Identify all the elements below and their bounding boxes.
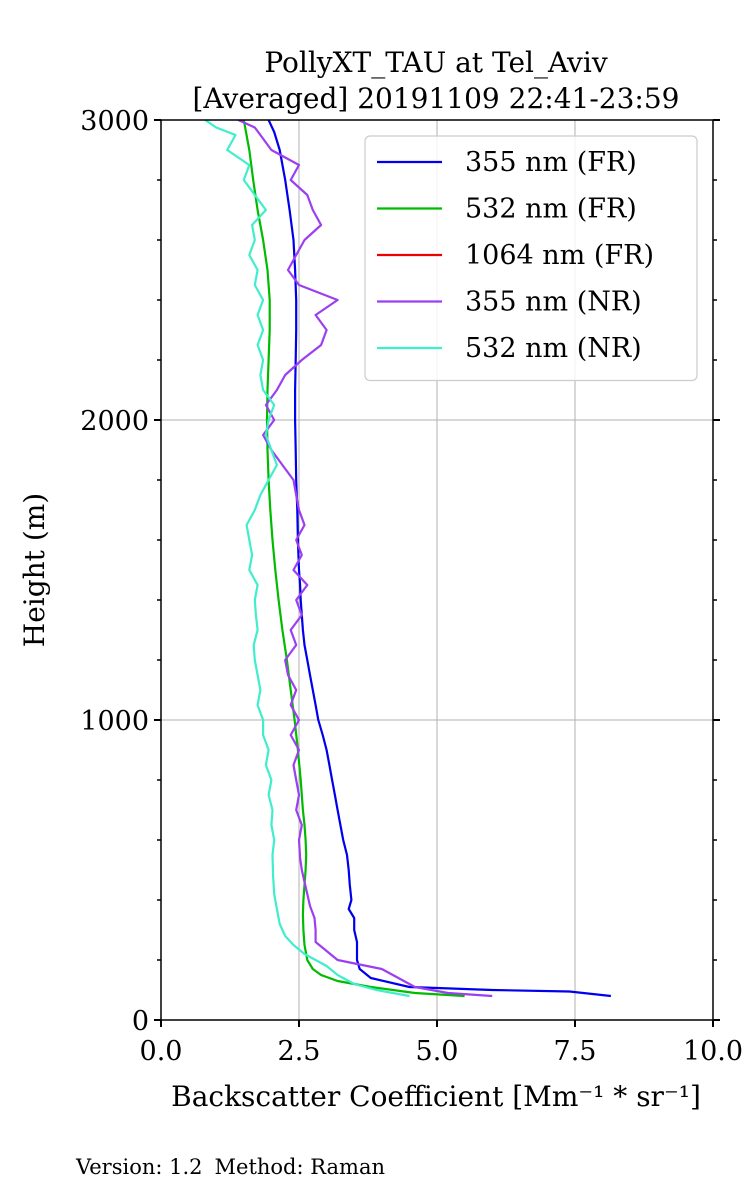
legend: 355 nm (FR) 532 nm (FR) 1064 nm (FR) 355 nm… <box>364 135 698 382</box>
backscatter-chart: PollyXT_TAU at Tel_Aviv [Averaged] 20191… <box>18 46 743 1113</box>
axes: 0.0 2.5 5.0 7.5 10.0 0 1000 2000 3000 <box>80 106 743 1067</box>
x-tick-label: 2.5 <box>278 1036 321 1067</box>
method-text: Method: Raman <box>214 1155 386 1179</box>
y-tick-label: 3000 <box>80 106 149 137</box>
x-tick-label: 7.5 <box>554 1036 597 1067</box>
legend-box <box>364 135 698 382</box>
x-tick-label: 10.0 <box>683 1036 743 1067</box>
y-tick-label: 1000 <box>80 706 149 737</box>
series-line-1 <box>242 120 465 998</box>
y-tick-label: 2000 <box>80 406 149 437</box>
y-axis-label: Height (m) <box>18 493 51 647</box>
legend-label: 1064 nm (FR) <box>465 240 654 271</box>
x-axis-label: Backscatter Coefficient [Mm⁻¹ * sr⁻¹] <box>171 1080 701 1113</box>
legend-label: 532 nm (NR) <box>465 333 642 364</box>
legend-label: 355 nm (NR) <box>465 287 642 318</box>
legend-label: 355 nm (FR) <box>465 147 637 178</box>
legend-label: 532 nm (FR) <box>465 194 637 225</box>
chart-title: PollyXT_TAU at Tel_Aviv <box>264 46 607 79</box>
version-text: Version: 1.2 <box>76 1155 203 1179</box>
footer-info: Version: 1.2 Method: Raman <box>76 1155 397 1179</box>
series-line-0 <box>267 120 612 998</box>
y-tick-label: 0 <box>132 1006 149 1037</box>
x-tick-label: 5.0 <box>416 1036 459 1067</box>
x-tick-label: 0.0 <box>140 1036 183 1067</box>
plot-series <box>204 120 612 998</box>
series-line-3 <box>237 120 493 998</box>
series-line-4 <box>204 120 410 998</box>
chart-subtitle: [Averaged] 20191109 22:41-23:59 <box>193 82 680 115</box>
